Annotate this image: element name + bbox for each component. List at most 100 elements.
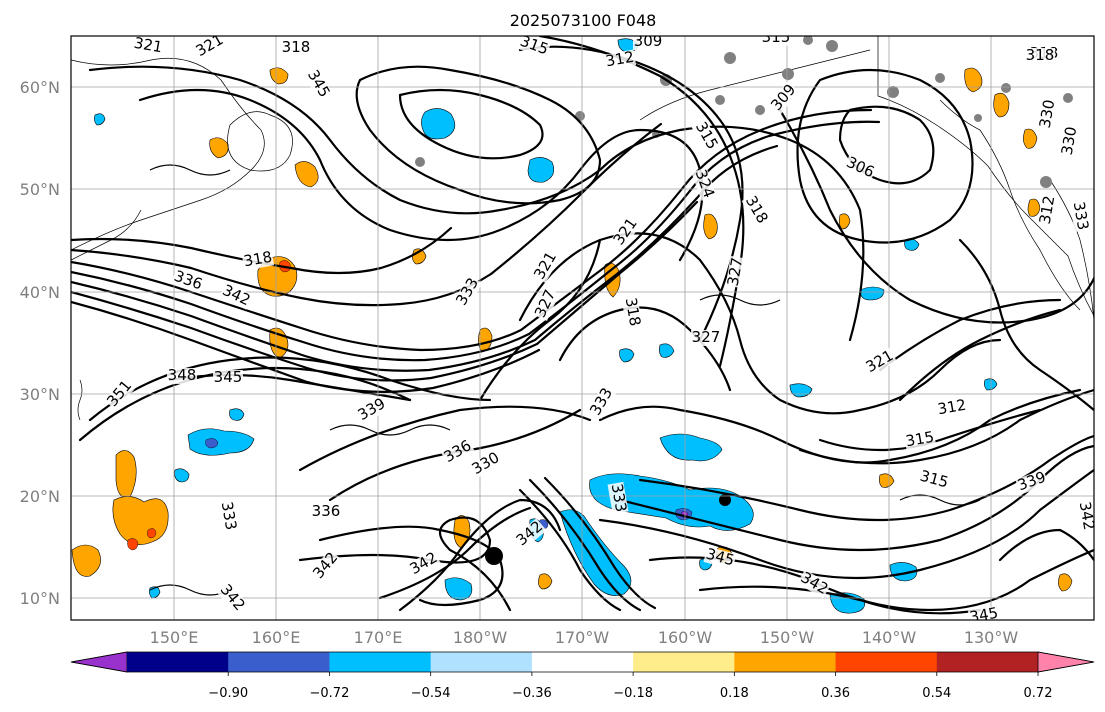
contour-label: 312 bbox=[604, 48, 635, 71]
contour-label-bg bbox=[517, 36, 551, 59]
contour-label: 309 bbox=[634, 32, 663, 50]
colorbar-outline bbox=[70, 651, 1095, 673]
contour-label-bg bbox=[453, 275, 483, 309]
contour-label-bg bbox=[761, 36, 791, 46]
cyclone-center-marker bbox=[485, 547, 503, 565]
contour-label-bg bbox=[213, 370, 243, 386]
contour-label-bg bbox=[1069, 199, 1091, 233]
contour-label-bg bbox=[967, 605, 1001, 620]
lon-tick-label: 150°W bbox=[760, 628, 815, 647]
contour-label-bg bbox=[241, 249, 275, 271]
lon-tick-labels: 150°E 160°E 170°E 180°W 170°W 160°W 150°W 140°W… bbox=[150, 628, 1019, 647]
contour-label-bg bbox=[843, 154, 877, 182]
colorbar-tick-label: 0.54 bbox=[922, 686, 951, 701]
colorbar-tick-label: −0.18 bbox=[613, 686, 653, 701]
lon-tick-label: 170°E bbox=[354, 628, 403, 647]
colorbar-segment bbox=[633, 652, 735, 672]
contour-label: 327 bbox=[692, 328, 721, 346]
contour-label-bg bbox=[610, 215, 642, 249]
contour-label: 330 bbox=[1058, 125, 1081, 156]
lat-tick-label: 50°N bbox=[20, 180, 60, 199]
contour-label-bg bbox=[703, 546, 737, 570]
colorbar-tick-label: −0.90 bbox=[208, 686, 248, 701]
contour-label-bg bbox=[691, 167, 717, 201]
contour-lines bbox=[71, 36, 1094, 615]
contour-label: 321 bbox=[133, 34, 164, 57]
colorbar-tick-label: −0.54 bbox=[411, 686, 451, 701]
contour-label-bg bbox=[532, 287, 560, 321]
contour-label: 342 bbox=[1076, 500, 1099, 531]
lat-tick-label: 20°N bbox=[20, 487, 60, 506]
colorbar-tick-label: −0.36 bbox=[512, 686, 552, 701]
contour-label-bg bbox=[917, 468, 951, 492]
lat-tick-labels: 60°N 50°N 40°N 30°N 20°N 10°N bbox=[20, 78, 60, 608]
contour-label-bg bbox=[691, 330, 721, 346]
colorbar-segment bbox=[127, 652, 229, 672]
gridlines bbox=[71, 36, 1094, 620]
contour-label: 315 bbox=[762, 28, 791, 46]
cyclone-center-marker-2 bbox=[719, 494, 731, 506]
lon-tick-label: 140°W bbox=[862, 628, 917, 647]
contour-label-bg bbox=[219, 282, 253, 310]
contour-label-bg bbox=[469, 449, 503, 479]
lat-tick-label: 60°N bbox=[20, 78, 60, 97]
contour-label: 318 bbox=[1026, 46, 1055, 64]
colorbar-extend-high bbox=[1037, 651, 1095, 673]
contour-label-bg bbox=[303, 67, 333, 101]
contour-label-bg bbox=[171, 268, 205, 294]
contour-label: 312 bbox=[936, 396, 967, 419]
contour-label-bg bbox=[587, 385, 617, 419]
contour-label: 333 bbox=[1070, 200, 1093, 231]
colorbar-tick-label: −0.72 bbox=[310, 686, 350, 701]
contour-label-bg bbox=[531, 249, 561, 283]
lat-tick-label: 30°N bbox=[20, 385, 60, 404]
contour-label-bg bbox=[603, 49, 637, 71]
map-frame bbox=[70, 35, 1095, 621]
lon-tick-label: 150°E bbox=[150, 628, 199, 647]
colorbar-segment bbox=[430, 652, 533, 672]
contour-label-bg bbox=[863, 347, 897, 377]
contour-label: 333 bbox=[218, 500, 241, 531]
contour-label-bg bbox=[1037, 193, 1059, 227]
contour-label-bg bbox=[216, 581, 248, 615]
contour-label-bg bbox=[1037, 97, 1059, 131]
contour-label-bg bbox=[217, 499, 239, 533]
colorbar-segment bbox=[228, 652, 330, 672]
contour-label-bg bbox=[1075, 499, 1094, 533]
contour-label-bg bbox=[193, 36, 227, 61]
contour-label: 336 bbox=[312, 502, 341, 520]
contour-label: 327 bbox=[724, 256, 747, 287]
colorbar-tick-label: 0.18 bbox=[720, 686, 749, 701]
contour-label: 312 bbox=[1036, 194, 1059, 225]
map-title: 2025073100 F048 bbox=[510, 11, 657, 30]
contour-label-bg bbox=[768, 81, 800, 115]
lat-tick-label: 10°N bbox=[20, 589, 60, 608]
contour-label-bg bbox=[691, 119, 721, 153]
contour-label-bg bbox=[607, 481, 629, 515]
contour-label-bg bbox=[1015, 469, 1049, 495]
lat-tick-label: 40°N bbox=[20, 283, 60, 302]
contour-label-bg bbox=[441, 437, 475, 467]
contour-label-bg bbox=[621, 295, 643, 329]
colorbar-extend-low bbox=[70, 651, 128, 673]
contour-label-bg bbox=[1059, 124, 1081, 158]
contour-label-bg bbox=[311, 504, 341, 520]
contour-label: 318 bbox=[622, 296, 645, 327]
contour-label-bg bbox=[355, 395, 389, 425]
contour-label-bg bbox=[725, 255, 747, 289]
contour-label-bg bbox=[281, 40, 311, 56]
contour-label-bg bbox=[104, 377, 136, 411]
colorbar-tick-label: 0.36 bbox=[821, 686, 850, 701]
contour-label: 315 bbox=[904, 428, 935, 451]
lon-tick-label: 160°E bbox=[252, 628, 301, 647]
contour-label: 318 bbox=[242, 248, 273, 271]
contour-label: 333 bbox=[608, 482, 631, 513]
colorbar-segment bbox=[835, 652, 938, 672]
contour-label: 330 bbox=[1036, 98, 1059, 129]
colorbar-tick-label: 0.72 bbox=[1024, 686, 1053, 701]
contour-label: 348 bbox=[168, 366, 197, 384]
contour-label: 318 bbox=[282, 38, 311, 56]
contour-label-bg bbox=[407, 549, 441, 579]
coastlines bbox=[71, 36, 1094, 421]
contour-label-bg bbox=[310, 549, 342, 583]
